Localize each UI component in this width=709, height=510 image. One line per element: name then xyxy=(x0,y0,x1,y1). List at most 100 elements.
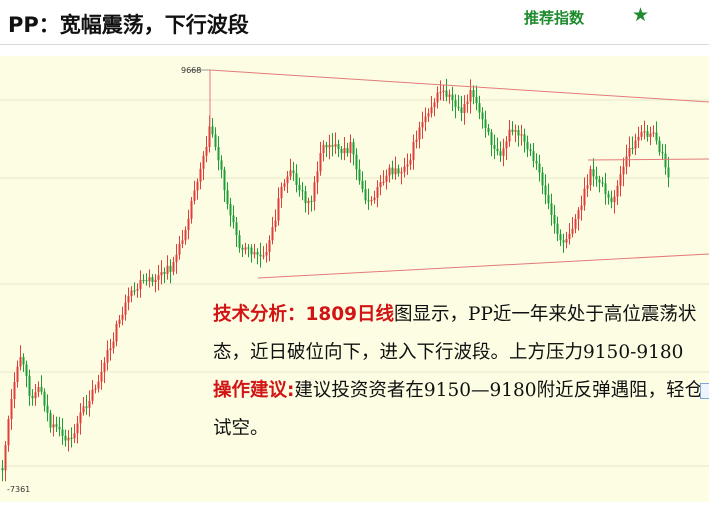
candle-body xyxy=(529,149,532,152)
candle-body xyxy=(226,190,229,205)
candle-body xyxy=(190,200,193,219)
candle-body xyxy=(184,230,187,241)
candle-body xyxy=(625,156,628,167)
candle-body xyxy=(100,371,103,382)
candle-body xyxy=(574,219,577,229)
candle-body xyxy=(154,279,157,283)
candle-body xyxy=(382,181,385,183)
candle-body xyxy=(541,172,544,186)
tech-label: 技术分析： xyxy=(213,304,306,325)
candle-body xyxy=(583,188,586,206)
candle-body xyxy=(661,152,664,154)
candle-body xyxy=(631,147,634,150)
candle-body xyxy=(325,144,328,148)
chart-panel: 9668 -7361 xyxy=(0,56,709,502)
candle-body xyxy=(301,190,304,192)
candle-body xyxy=(547,194,550,204)
candle-body xyxy=(280,186,283,199)
candle-body xyxy=(145,280,148,282)
candle-body xyxy=(7,419,10,446)
candle-body xyxy=(130,290,133,297)
candle-body xyxy=(70,437,73,439)
candle-body xyxy=(415,139,418,142)
candle-body xyxy=(136,288,139,291)
candle-body xyxy=(1,468,4,471)
candle-body xyxy=(454,100,457,107)
candle-body xyxy=(658,140,661,153)
candle-body xyxy=(469,90,472,102)
candle-body xyxy=(319,153,322,172)
candle-body xyxy=(556,223,559,235)
candle-body xyxy=(433,102,436,108)
candle-body xyxy=(22,357,25,365)
candle-body xyxy=(40,386,43,392)
candle-body xyxy=(106,350,109,363)
candle-body xyxy=(151,277,154,283)
candle-body xyxy=(133,290,136,292)
candle-body xyxy=(142,279,145,282)
candle-body xyxy=(13,382,16,400)
candle-body xyxy=(331,144,334,147)
candle-body xyxy=(592,169,595,177)
candle-body xyxy=(622,166,625,175)
header: PP：宽幅震荡，下行波段 推荐指数 ★ xyxy=(0,0,709,44)
candle-body xyxy=(76,423,79,434)
candle-body xyxy=(349,142,352,154)
candle-body xyxy=(526,141,529,150)
tech-text: 图显示，PP近一年来处于高位震荡状态，近日破位向下，进入下行波段。上方压力915… xyxy=(213,304,697,363)
candle-body xyxy=(586,185,589,189)
candle-body xyxy=(118,319,121,324)
candle-body xyxy=(400,171,403,174)
candle-body xyxy=(655,132,658,141)
candle-body xyxy=(121,314,124,320)
candle-body xyxy=(595,176,598,180)
advice-label: 操作建议: xyxy=(213,380,295,401)
candle-body xyxy=(268,240,271,252)
candle-body xyxy=(97,381,100,389)
candle-body xyxy=(589,169,592,186)
candle-body xyxy=(250,247,253,255)
candle-body xyxy=(148,277,151,282)
candle-body xyxy=(10,399,13,420)
candle-body xyxy=(337,144,340,150)
candle-body xyxy=(538,163,541,173)
candle-body xyxy=(610,197,613,203)
side-tab[interactable] xyxy=(700,383,709,399)
candle-body xyxy=(31,395,34,399)
candle-body xyxy=(457,106,460,108)
candle-body xyxy=(667,167,670,178)
candle-body xyxy=(46,405,49,413)
candle-body xyxy=(4,445,7,471)
candle-body xyxy=(259,254,262,257)
candle-body xyxy=(157,275,160,280)
candle-body xyxy=(430,107,433,114)
candle-body xyxy=(487,127,490,133)
candle-body xyxy=(646,131,649,137)
candle-body xyxy=(439,91,442,94)
candle-body xyxy=(304,191,307,204)
candle-body xyxy=(466,101,469,104)
candle-body xyxy=(265,251,268,256)
candle-body xyxy=(172,261,175,272)
candle-body xyxy=(328,144,331,148)
candle-body xyxy=(292,170,295,174)
candle-body xyxy=(451,94,454,101)
candle-body xyxy=(322,144,325,154)
candle-body xyxy=(484,119,487,128)
candle-body xyxy=(373,197,376,200)
candle-body xyxy=(235,222,238,236)
candle-body xyxy=(241,247,244,250)
candle-body xyxy=(361,180,364,190)
candle-body xyxy=(514,130,517,132)
candle-body xyxy=(283,183,286,187)
candle-body xyxy=(607,194,610,198)
candle-body xyxy=(619,174,622,186)
candle-body xyxy=(640,132,643,137)
candle-body xyxy=(88,400,91,408)
candle-body xyxy=(181,240,184,244)
candle-body xyxy=(160,271,163,276)
star-icon: ★ xyxy=(632,4,650,26)
candle-body xyxy=(616,185,619,197)
candle-body xyxy=(247,247,250,249)
candle-body xyxy=(64,435,67,441)
